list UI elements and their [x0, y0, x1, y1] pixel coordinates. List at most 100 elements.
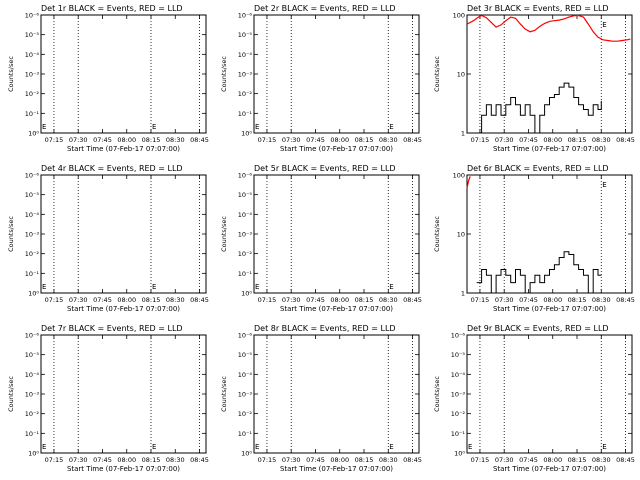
y-tick-label: 10⁻⁵	[451, 351, 466, 359]
panel-title: Det 6r BLACK = Events, RED = LLD	[467, 164, 609, 173]
event-marker: E	[389, 123, 393, 131]
x-tick-label: 07:15	[258, 136, 277, 144]
x-tick-label: 08:30	[592, 136, 611, 144]
x-tick-label: 07:30	[495, 296, 514, 304]
x-tick-label: 08:15	[355, 136, 374, 144]
y-tick-label: 10⁻¹	[25, 270, 40, 278]
x-tick-label: 08:00	[330, 296, 349, 304]
x-tick-label: 07:15	[45, 296, 64, 304]
event-marker: E	[152, 283, 156, 291]
y-tick-label: 10⁰	[28, 130, 39, 138]
panel-title: Det 5r BLACK = Events, RED = LLD	[254, 164, 396, 173]
panel-title: Det 7r BLACK = Events, RED = LLD	[41, 324, 183, 333]
y-tick-label: 10⁻⁵	[25, 31, 40, 39]
x-tick-label: 08:15	[142, 136, 161, 144]
y-tick-label: 10⁻⁶	[25, 12, 40, 20]
y-tick-label: 10⁻⁴	[451, 371, 466, 379]
y-tick-label: 100	[453, 12, 465, 20]
x-tick-label: 08:45	[403, 456, 422, 464]
y-tick-label: 10⁻²	[25, 250, 40, 258]
x-tick-label: 08:45	[403, 136, 422, 144]
y-tick-label: 10⁻¹	[451, 430, 466, 438]
x-axis-label: Start Time (07-Feb-17 07:07:00)	[280, 305, 393, 313]
x-tick-label: 08:15	[568, 296, 587, 304]
x-tick-label: 07:15	[258, 456, 277, 464]
y-tick-label: 10⁻⁴	[25, 211, 40, 219]
x-axis-label: Start Time (07-Feb-17 07:07:00)	[67, 145, 180, 153]
y-tick-label: 10⁻³	[25, 71, 40, 79]
y-tick-label: 10⁻¹	[25, 430, 40, 438]
x-tick-label: 07:30	[282, 456, 301, 464]
y-tick-label: 10⁻²	[238, 410, 253, 418]
y-tick-label: 10⁰	[241, 130, 252, 138]
x-axis-label: Start Time (07-Feb-17 07:07:00)	[493, 145, 606, 153]
y-tick-label: 10⁻⁶	[238, 172, 253, 180]
y-tick-label: 10⁻³	[238, 231, 253, 239]
y-tick-label: 10⁰	[454, 450, 465, 458]
y-tick-label: 10⁰	[241, 290, 252, 298]
x-tick-label: 08:15	[355, 456, 374, 464]
panel-frame	[466, 334, 633, 454]
y-tick-label: 10⁻⁵	[25, 351, 40, 359]
panel-title: Det 3r BLACK = Events, RED = LLD	[467, 4, 609, 13]
x-axis-label: Start Time (07-Feb-17 07:07:00)	[67, 465, 180, 473]
x-tick-label: 07:45	[93, 456, 112, 464]
y-tick-label: 10⁻²	[25, 90, 40, 98]
x-tick-label: 08:15	[142, 456, 161, 464]
panel-frame	[40, 14, 207, 134]
x-tick-label: 08:00	[330, 136, 349, 144]
y-tick-label: 10⁻⁵	[238, 191, 253, 199]
y-tick-label: 10⁻⁵	[25, 191, 40, 199]
event-marker: E	[42, 283, 46, 291]
y-tick-label: 10⁻³	[25, 391, 40, 399]
x-tick-label: 08:00	[543, 136, 562, 144]
y-tick-label: 10⁻⁶	[451, 332, 466, 340]
y-tick-label: 10⁻²	[25, 410, 40, 418]
x-tick-label: 08:00	[117, 296, 136, 304]
y-axis-label: Counts/sec	[7, 376, 15, 412]
x-axis-label: Start Time (07-Feb-17 07:07:00)	[493, 465, 606, 473]
panel-frame	[253, 174, 420, 294]
y-tick-label: 1	[461, 130, 465, 138]
event-marker: E	[255, 283, 259, 291]
y-axis-label: Counts/sec	[7, 56, 15, 92]
panel-title: Det 8r BLACK = Events, RED = LLD	[254, 324, 396, 333]
x-tick-label: 08:15	[355, 296, 374, 304]
y-tick-label: 10⁻³	[451, 391, 466, 399]
y-axis-label: Counts/sec	[220, 216, 228, 252]
y-tick-label: 10⁻⁴	[25, 371, 40, 379]
y-tick-label: 10⁻²	[451, 410, 466, 418]
x-tick-label: 08:30	[166, 296, 185, 304]
x-tick-label: 07:15	[471, 296, 490, 304]
x-tick-label: 08:45	[616, 136, 635, 144]
y-tick-label: 10⁻¹	[238, 110, 253, 118]
x-tick-label: 08:30	[379, 296, 398, 304]
y-tick-label: 100	[453, 172, 465, 180]
x-tick-label: 08:30	[379, 456, 398, 464]
y-tick-label: 10⁰	[28, 290, 39, 298]
x-tick-label: 07:45	[306, 456, 325, 464]
x-tick-label: 08:45	[190, 296, 209, 304]
event-marker: E	[468, 443, 472, 451]
x-tick-label: 07:30	[69, 456, 88, 464]
x-tick-label: 07:15	[45, 456, 64, 464]
lld-series-line	[466, 176, 471, 189]
x-tick-label: 07:30	[69, 136, 88, 144]
y-tick-label: 10	[457, 231, 465, 239]
y-tick-label: 10⁰	[28, 450, 39, 458]
y-axis-label: Counts/sec	[220, 56, 228, 92]
y-tick-label: 10⁻¹	[25, 110, 40, 118]
y-axis-label: Counts/sec	[220, 376, 228, 412]
panel-title: Det 1r BLACK = Events, RED = LLD	[41, 4, 183, 13]
x-tick-label: 07:15	[258, 296, 277, 304]
y-tick-label: 10⁰	[241, 450, 252, 458]
x-tick-label: 08:00	[117, 456, 136, 464]
panel-title: Det 9r BLACK = Events, RED = LLD	[467, 324, 609, 333]
y-tick-label: 1	[461, 290, 465, 298]
event-marker: E	[42, 123, 46, 131]
y-axis-label: Counts/sec	[433, 56, 441, 92]
x-tick-label: 08:00	[543, 456, 562, 464]
x-tick-label: 07:15	[471, 456, 490, 464]
y-tick-label: 10⁻⁶	[238, 12, 253, 20]
